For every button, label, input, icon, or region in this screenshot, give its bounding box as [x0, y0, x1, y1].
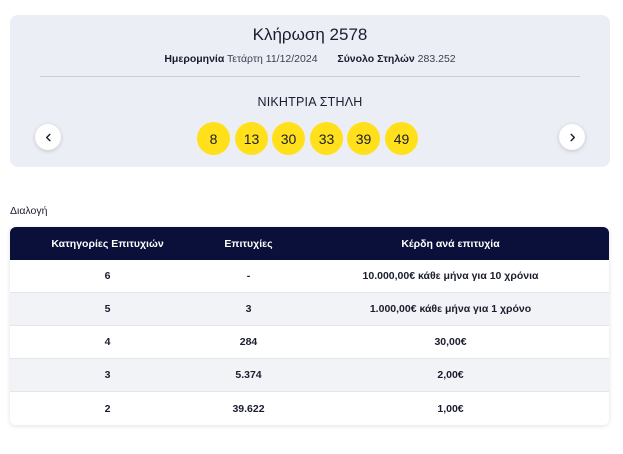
selection-label: Διαλογή	[10, 205, 48, 217]
number-ball: 8	[197, 122, 230, 155]
prize-cell: 2,00€	[437, 369, 464, 381]
header-winners: Επιτυχίες	[224, 237, 273, 250]
category-cell: 5	[104, 303, 111, 315]
columns-label: Σύνολο Στηλών	[337, 53, 415, 65]
winning-numbers: 8 13 30 33 39 49	[197, 122, 423, 156]
winners-cell: 284	[239, 336, 258, 348]
date-value: Τετάρτη 11/12/2024	[227, 53, 318, 65]
divider	[40, 76, 580, 77]
draw-card: Κλήρωση 2578 Ημερομηνία Τετάρτη 11/12/20…	[10, 15, 610, 167]
table-row: 4 284 30,00€	[10, 326, 609, 359]
draw-title: Κλήρωση 2578	[252, 25, 368, 44]
previous-draw-button[interactable]	[35, 124, 61, 150]
table-row: 5 3 1.000,00€ κάθε μήνα για 1 χρόνο	[10, 293, 609, 326]
chevron-left-icon	[45, 133, 51, 141]
number-ball: 33	[310, 122, 343, 155]
number-ball: 49	[385, 122, 418, 155]
prize-cell: 30,00€	[434, 336, 467, 348]
next-draw-button[interactable]	[559, 124, 585, 150]
number-ball: 30	[272, 122, 305, 155]
table-header: Κατηγορίες Επιτυχιών Επιτυχίες Κέρδη ανά…	[10, 227, 609, 260]
winners-cell: 39.622	[232, 402, 265, 415]
winners-cell: 3	[245, 303, 252, 315]
category-cell: 4	[104, 336, 111, 348]
winners-cell: -	[246, 270, 251, 282]
table-row: 2 39.622 1,00€	[10, 392, 609, 425]
chevron-right-icon	[569, 133, 575, 141]
columns-value: 283.252	[417, 53, 456, 65]
table-row: 6 - 10.000,00€ κάθε μήνα για 10 χρόνια	[10, 260, 609, 293]
header-prize: Κέρδη ανά επιτυχία	[401, 237, 500, 250]
prize-cell: 1.000,00€ κάθε μήνα για 1 χρόνο	[369, 303, 532, 315]
winners-cell: 5.374	[235, 369, 262, 381]
category-cell: 2	[104, 402, 111, 415]
category-cell: 6	[104, 270, 111, 282]
number-ball: 39	[347, 122, 380, 155]
prize-table: Κατηγορίες Επιτυχιών Επιτυχίες Κέρδη ανά…	[10, 227, 609, 425]
date-label: Ημερομηνία	[164, 53, 225, 65]
category-cell: 3	[104, 369, 111, 381]
winning-column-label: ΝΙΚΗΤΡΙΑ ΣΤΗΛΗ	[257, 95, 363, 109]
prize-cell: 10.000,00€ κάθε μήνα για 10 χρόνια	[362, 270, 539, 282]
number-ball: 13	[235, 122, 268, 155]
table-row: 3 5.374 2,00€	[10, 359, 609, 392]
prize-cell: 1,00€	[437, 402, 464, 415]
draw-meta: Ημερομηνία Τετάρτη 11/12/2024 Σύνολο Στη…	[10, 53, 610, 65]
header-categories: Κατηγορίες Επιτυχιών	[51, 237, 164, 250]
